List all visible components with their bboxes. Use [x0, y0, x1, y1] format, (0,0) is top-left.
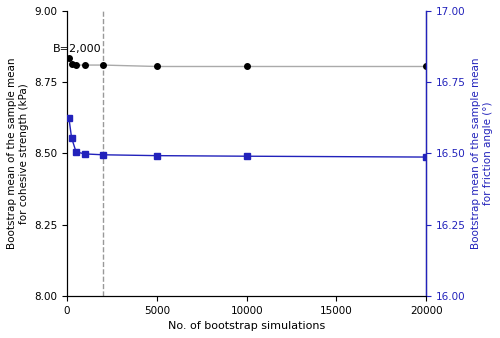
- Text: B=2,000: B=2,000: [52, 44, 101, 54]
- Y-axis label: Bootstrap mean of the sample mean
for friction angle (°): Bootstrap mean of the sample mean for fr…: [472, 57, 493, 249]
- X-axis label: No. of bootstrap simulations: No. of bootstrap simulations: [168, 321, 326, 331]
- Y-axis label: Bootstrap mean of the sample mean
for cohesive strength (kPa): Bootstrap mean of the sample mean for co…: [7, 57, 28, 249]
